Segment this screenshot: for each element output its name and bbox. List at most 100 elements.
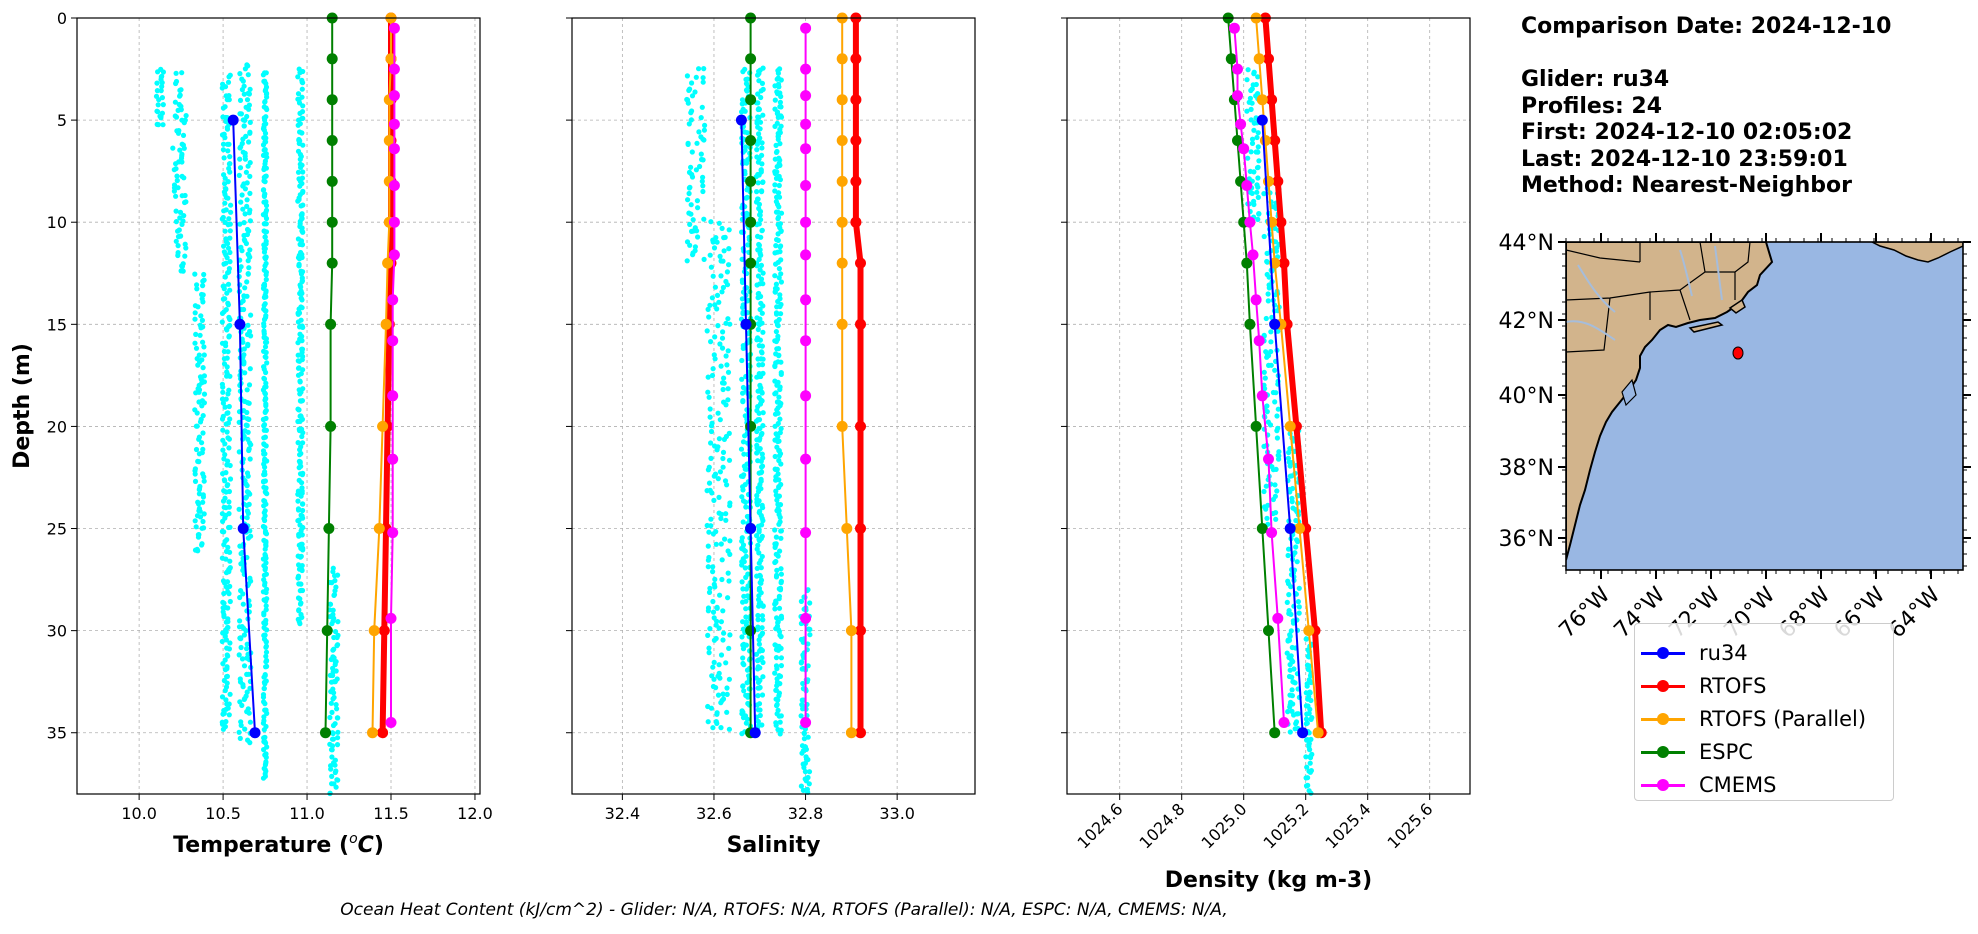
glider-raw-points	[153, 62, 341, 797]
point-espc	[1225, 53, 1237, 65]
glider-raw-point	[226, 445, 232, 451]
glider-raw-point	[708, 428, 715, 435]
point-cmems	[1247, 249, 1259, 261]
glider-raw-point	[244, 416, 250, 422]
legend-swatch	[1641, 737, 1685, 767]
temperature-panel: 10.0 10.5 11.0 11.5 12.0 0 5 10 15 20 25 30 35 Temper…	[10, 9, 493, 858]
y-tick-label: 35	[47, 724, 67, 743]
glider-raw-point	[298, 295, 304, 301]
glider-raw-point	[739, 357, 745, 364]
series-espc	[320, 12, 338, 739]
glider-raw-point	[245, 251, 251, 257]
glider-raw-point	[757, 580, 763, 586]
glider-raw-point	[220, 518, 226, 525]
glider-raw-point	[263, 664, 269, 670]
glider-raw-point	[263, 229, 269, 235]
glider-raw-point	[744, 160, 750, 166]
glider-raw-point	[1255, 74, 1261, 80]
glider-raw-point	[219, 396, 226, 402]
point-cmems	[388, 118, 400, 130]
glider-raw-point	[692, 248, 698, 254]
glider-raw-point	[261, 423, 267, 429]
glider-raw-point	[1288, 584, 1294, 590]
point-rtofs	[850, 53, 862, 65]
glider-raw-point	[726, 262, 732, 268]
glider-raw-point	[756, 657, 762, 663]
glider-raw-point	[690, 252, 696, 258]
point-cmems	[1250, 294, 1262, 306]
point-espc	[323, 523, 335, 534]
glider-raw-point	[776, 266, 783, 272]
glider-raw-point	[740, 626, 747, 632]
glider-raw-point	[772, 156, 778, 162]
glider-raw-point	[223, 396, 229, 402]
glider-raw-point	[775, 410, 781, 416]
glider-raw-point	[759, 625, 765, 631]
glider-raw-point	[1266, 285, 1272, 291]
glider-raw-point	[1304, 662, 1311, 668]
glider-raw-point	[755, 617, 761, 623]
glider-raw-point	[240, 298, 246, 304]
glider-raw-point	[1264, 354, 1270, 360]
glider-raw-point	[198, 416, 204, 422]
glider-raw-point	[773, 720, 779, 726]
glider-raw-point	[295, 506, 302, 512]
glider-raw-point	[264, 94, 270, 100]
glider-raw-point	[1266, 362, 1272, 368]
glider-raw-point	[183, 199, 189, 205]
series-rtofs-parallel	[367, 12, 397, 739]
legend-label: RTOFS	[1699, 674, 1767, 698]
point-rtofs-parallel	[1284, 420, 1296, 432]
glider-raw-point	[1287, 704, 1293, 710]
glider-raw-point	[262, 139, 268, 145]
glider-raw-point	[262, 546, 268, 552]
series-ru34	[1256, 114, 1309, 739]
glider-raw-point	[194, 546, 200, 552]
glider-raw-point	[740, 683, 746, 689]
glider-raw-point	[740, 646, 747, 652]
glider-raw-point	[725, 397, 731, 403]
glider-raw-point	[261, 281, 268, 287]
glider-raw-point	[240, 78, 246, 84]
glider-raw-point	[221, 542, 227, 548]
glider-raw-point	[720, 696, 727, 702]
glider-raw-point	[200, 365, 206, 371]
glider-raw-point	[1248, 87, 1254, 94]
glider-raw-point	[710, 564, 716, 570]
method: Method: Nearest-Neighbor	[1521, 173, 1852, 198]
last-profile-time: Last: 2024-12-10 23:59:01	[1521, 146, 1848, 172]
glider-raw-point	[200, 499, 206, 505]
glider-raw-point	[237, 156, 243, 162]
glider-raw-point	[236, 729, 242, 735]
glider-raw-point	[225, 391, 231, 397]
point-cmems	[388, 143, 400, 155]
glider-raw-point	[743, 574, 749, 581]
glider-raw-point	[297, 161, 303, 167]
glider-raw-point	[1287, 692, 1293, 698]
glider-raw-point	[743, 76, 749, 83]
glider-raw-point	[241, 293, 247, 300]
point-rtofs-parallel	[836, 257, 848, 269]
glider-raw-point	[701, 66, 707, 72]
glider-raw-point	[754, 189, 760, 195]
glider-raw-point	[261, 192, 267, 199]
glider-raw-point	[716, 299, 722, 305]
glider-raw-point	[758, 373, 764, 380]
map-land	[1566, 242, 1774, 561]
point-ru34	[1269, 318, 1281, 330]
glider-raw-point	[772, 97, 778, 103]
glider-raw-point	[158, 88, 164, 94]
glider-raw-point	[1248, 149, 1254, 155]
glider-raw-point	[245, 429, 251, 435]
glider-raw-point	[720, 386, 726, 393]
x-tick-label: 33.0	[879, 804, 915, 823]
glider-raw-point	[772, 83, 778, 89]
legend-marker	[1657, 680, 1669, 692]
glider-raw-point	[192, 340, 198, 346]
glider-raw-point	[245, 163, 251, 169]
glider-raw-point	[711, 352, 717, 358]
glider-raw-point	[724, 269, 731, 275]
glider-raw-point	[778, 535, 784, 541]
glider-raw-point	[192, 316, 198, 322]
y-axis-label: Depth (m)	[10, 343, 35, 469]
